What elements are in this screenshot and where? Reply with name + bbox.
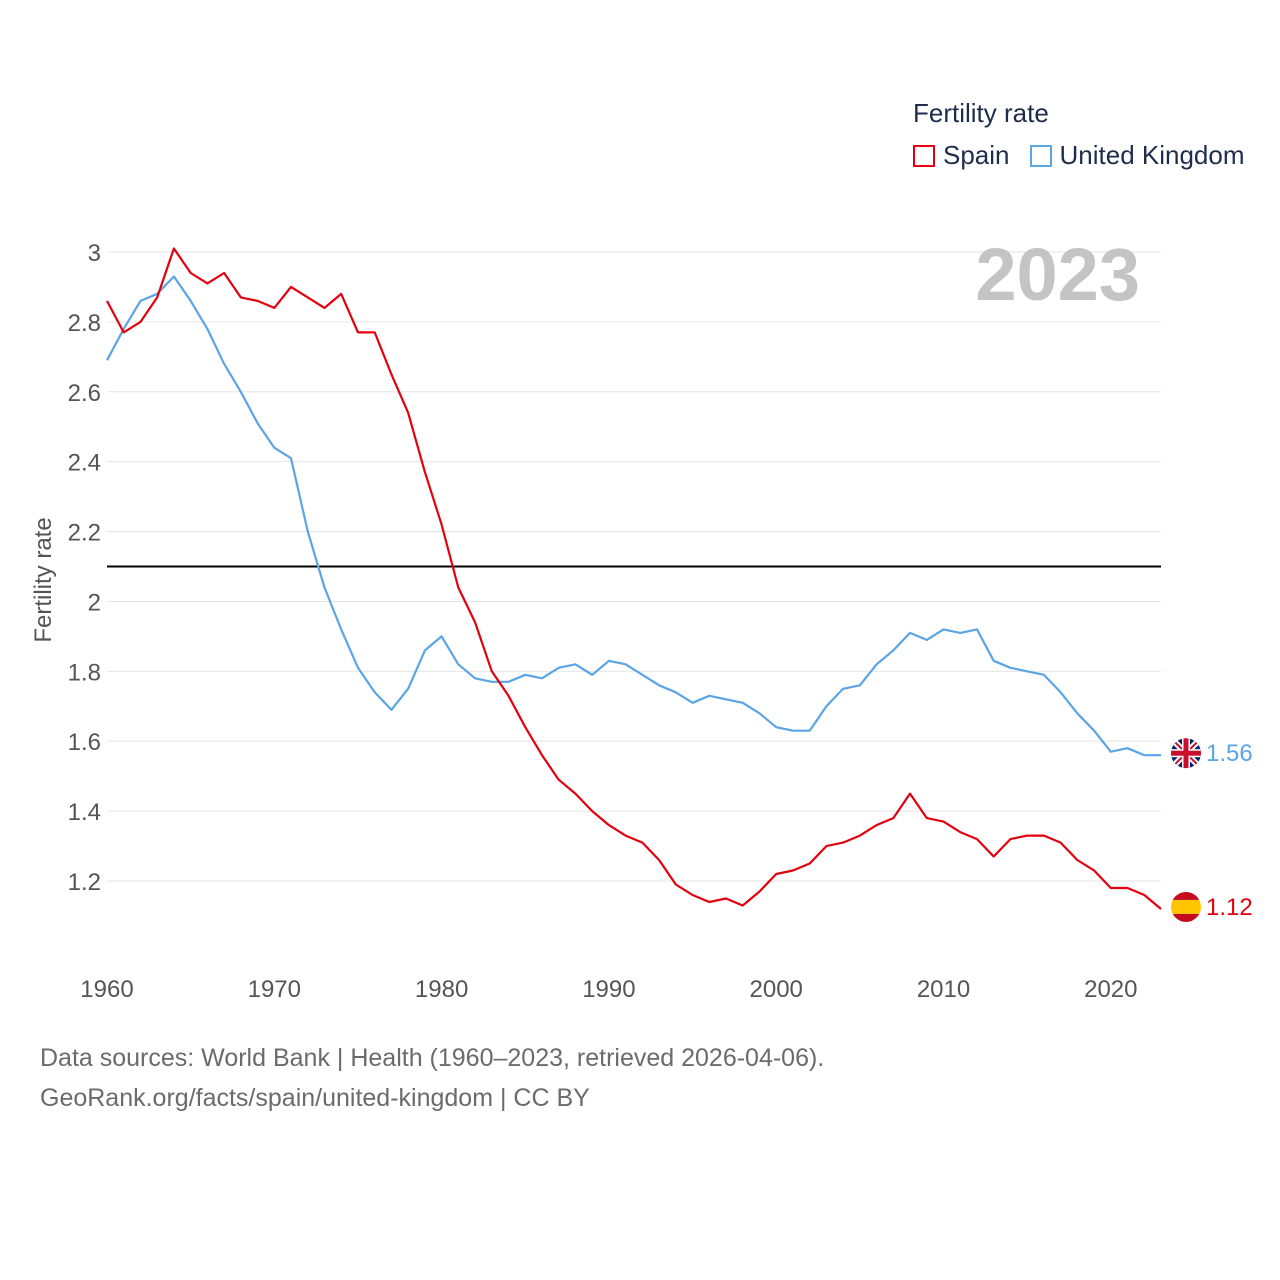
y-axis-label: Fertility rate — [30, 517, 57, 642]
y-tick-label: 1.6 — [68, 729, 101, 756]
legend-swatch-spain — [913, 144, 935, 167]
y-tick-label: 2.4 — [68, 450, 101, 477]
x-tick-label: 2020 — [1084, 976, 1137, 1003]
y-tick-label: 2 — [88, 589, 101, 616]
data-sources-text: Data sources: World Bank | Health (1960–… — [40, 1044, 825, 1072]
y-tick-label: 3 — [88, 240, 101, 267]
x-tick-label: 1960 — [80, 976, 133, 1003]
series-line-united-kingdom — [106, 275, 1161, 757]
fertility-rate-chart: 1.2 1.4 1.6 1.8 2 2.2 2.4 2.6 2.8 3 1960 1970 1980 19… — [30, 233, 1253, 1003]
y-tick-label: 1.2 — [68, 869, 101, 896]
legend-item-united-kingdom[interactable]: United Kingdom — [1029, 140, 1245, 171]
end-label-united-kingdom: 1.56 — [1206, 740, 1253, 767]
y-tick-label: 1.8 — [68, 659, 101, 686]
legend-item-spain[interactable]: Spain — [913, 140, 1010, 171]
y-tick-label: 1.4 — [68, 799, 101, 826]
x-tick-label: 1990 — [582, 976, 635, 1003]
uk-flag-icon — [1171, 738, 1201, 769]
year-label: 2023 — [975, 233, 1140, 316]
spain-flag-icon — [1171, 891, 1201, 922]
x-tick-label: 1970 — [248, 976, 301, 1003]
series-line-spain — [106, 247, 1162, 910]
x-tick-label: 2010 — [917, 976, 970, 1003]
legend-label-united-kingdom: United Kingdom — [1059, 140, 1245, 170]
x-tick-label: 1980 — [415, 976, 468, 1003]
end-label-spain: 1.12 — [1206, 894, 1253, 921]
y-tick-label: 2.6 — [68, 380, 101, 407]
y-tick-label: 2.8 — [68, 310, 101, 337]
x-tick-label: 2000 — [750, 976, 803, 1003]
y-tick-label: 2.2 — [68, 520, 101, 547]
legend-swatch-united-kingdom — [1029, 144, 1052, 167]
legend-title: Fertility rate — [913, 98, 1049, 128]
legend: Spain United Kingdom — [913, 140, 1265, 171]
attribution-link[interactable]: GeoRank.org/facts/spain/united-kingdom |… — [40, 1084, 590, 1112]
legend-label-spain: Spain — [943, 140, 1010, 170]
